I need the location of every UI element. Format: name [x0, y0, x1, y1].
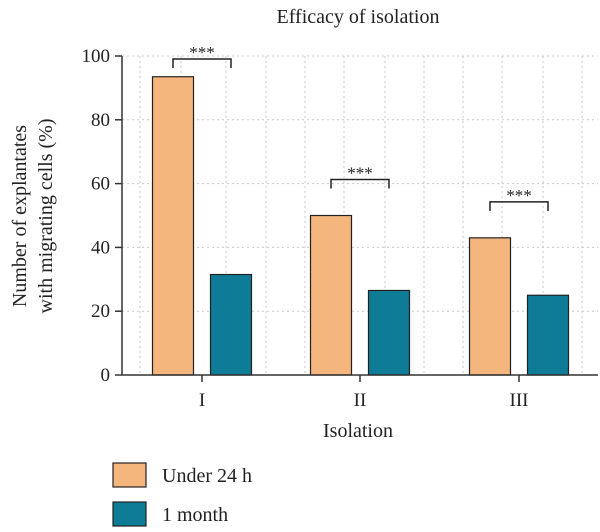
x-tick-label: I — [199, 390, 205, 411]
significance-bracket — [489, 201, 549, 211]
bars — [151, 76, 570, 376]
bar-1-month-ii — [367, 289, 411, 376]
legend-label: 1 month — [162, 504, 228, 526]
bar-under-24-h-i — [151, 76, 195, 376]
significance-label: *** — [347, 164, 373, 183]
legend: Under 24 h 1 month — [112, 462, 252, 527]
bar-under-24-h-iii — [468, 237, 512, 376]
y-tick-label: 20 — [91, 301, 110, 322]
legend-swatch — [112, 462, 147, 488]
x-ticks: I II III — [199, 375, 529, 411]
significance-bracket — [172, 58, 232, 68]
bar-1-month-i — [209, 273, 253, 376]
significance-label: *** — [506, 186, 532, 205]
legend-label: Under 24 h — [162, 465, 252, 487]
bar-1-month-iii — [526, 294, 570, 376]
chart-title: Efficacy of isolation — [277, 6, 440, 28]
y-ticks: 0 20 40 60 80 100 — [82, 46, 122, 386]
y-axis-title-line-2: with migrating cells (%) — [35, 119, 57, 314]
x-tick-label: III — [510, 390, 529, 411]
y-tick-label: 0 — [101, 365, 111, 386]
bar-under-24-h-ii — [309, 214, 353, 376]
y-axis-title-line-1: Number of explantates — [9, 125, 31, 307]
y-tick-label: 100 — [82, 46, 111, 67]
x-axis-title: Isolation — [323, 420, 393, 442]
significance-brackets: *** *** *** — [172, 43, 549, 211]
x-tick-label: II — [354, 390, 367, 411]
y-tick-label: 80 — [91, 110, 110, 131]
significance-bracket — [330, 178, 390, 189]
y-tick-label: 40 — [91, 237, 110, 258]
legend-swatch — [112, 501, 147, 527]
y-tick-label: 60 — [91, 174, 110, 195]
significance-label: *** — [189, 43, 215, 62]
